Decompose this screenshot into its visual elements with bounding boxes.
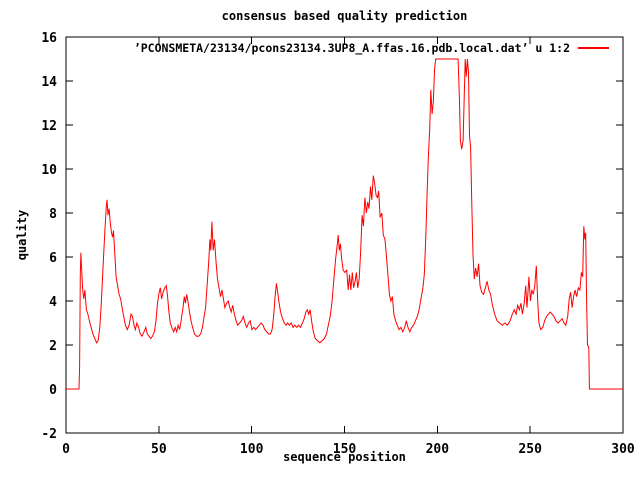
x-tick-label: 100 — [240, 442, 264, 457]
y-tick-label: 0 — [49, 383, 57, 398]
x-tick-label: 150 — [333, 442, 357, 457]
x-tick-label: 50 — [151, 442, 167, 457]
x-tick-label: 300 — [611, 442, 635, 457]
y-tick-label: 4 — [49, 295, 57, 310]
y-tick-label: 8 — [49, 207, 57, 222]
legend: ’PCONSMETA/23134/pcons23134.3UP8_A.ffas.… — [134, 41, 609, 55]
y-tick-label: -2 — [41, 427, 57, 442]
legend-line-sample — [578, 47, 609, 49]
quality-line-series — [66, 58, 623, 390]
y-tick-label: 14 — [41, 75, 57, 90]
x-axis-label: sequence position — [283, 450, 406, 464]
x-tick-label: 0 — [62, 442, 70, 457]
plot-border — [65, 36, 624, 434]
chart-title: consensus based quality prediction — [221, 9, 468, 23]
y-tick-label: 16 — [41, 31, 57, 46]
y-tick-label: 12 — [41, 119, 57, 134]
x-tick-label: 200 — [426, 442, 450, 457]
y-tick-label: 10 — [41, 163, 57, 178]
legend-label: ’PCONSMETA/23134/pcons23134.3UP8_A.ffas.… — [133, 41, 570, 55]
x-tick-label: 250 — [518, 442, 542, 457]
y-tick-label: 6 — [49, 251, 57, 266]
y-tick-label: 2 — [49, 339, 57, 354]
y-axis-label: quality — [15, 209, 29, 261]
